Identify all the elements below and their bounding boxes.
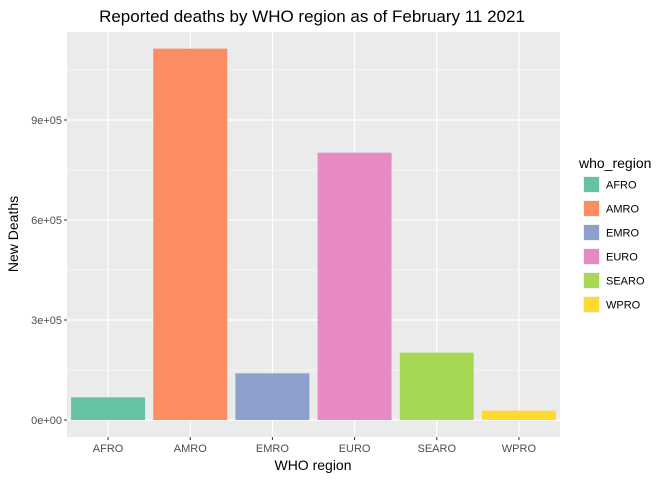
x-tick-label: AMRO xyxy=(174,443,207,455)
legend-label: EMRO xyxy=(606,228,639,240)
y-axis-ticks: 0e+00 3e+05 6e+05 9e+05 xyxy=(31,115,67,427)
x-tick-label: SEARO xyxy=(417,443,456,455)
legend-swatch-euro xyxy=(584,249,599,264)
legend-label: WPRO xyxy=(606,300,641,312)
legend-title: who_region xyxy=(578,155,651,171)
x-tick-label: EURO xyxy=(339,443,371,455)
legend-label: EURO xyxy=(606,252,638,264)
y-tick-label: 0e+00 xyxy=(31,415,62,427)
bar-amro xyxy=(153,48,228,421)
bars xyxy=(71,48,556,421)
bar-wpro xyxy=(481,410,556,420)
bar-searo xyxy=(399,352,474,420)
legend-swatch-afro xyxy=(584,177,599,192)
minor-gridlines xyxy=(67,69,560,371)
x-axis-title: WHO region xyxy=(274,457,351,473)
x-tick-label: EMRO xyxy=(256,443,289,455)
bar-afro xyxy=(71,397,146,420)
y-tick-label: 3e+05 xyxy=(31,315,62,327)
legend-label: AFRO xyxy=(606,180,637,192)
y-tick-label: 9e+05 xyxy=(31,115,62,127)
y-axis-title: New Deaths xyxy=(5,196,21,272)
legend-swatch-wpro xyxy=(584,297,599,312)
legend-label: SEARO xyxy=(606,276,645,288)
legend-swatch-amro xyxy=(584,201,599,216)
legend-swatch-searo xyxy=(584,273,599,288)
y-tick-label: 6e+05 xyxy=(31,215,62,227)
x-tick-label: WPRO xyxy=(502,443,537,455)
x-axis-ticks: AFRO AMRO EMRO EURO SEARO WPRO xyxy=(93,437,537,455)
legend-swatch-emro xyxy=(584,225,599,240)
legend: who_region AFRO AMRO EMRO EURO SEARO WPRO xyxy=(578,155,651,313)
bar-euro xyxy=(317,152,392,420)
plot-panel xyxy=(67,32,560,437)
x-tick-label: AFRO xyxy=(93,443,124,455)
chart-title: Reported deaths by WHO region as of Febr… xyxy=(99,7,525,26)
legend-label: AMRO xyxy=(606,204,639,216)
bar-emro xyxy=(235,373,310,420)
